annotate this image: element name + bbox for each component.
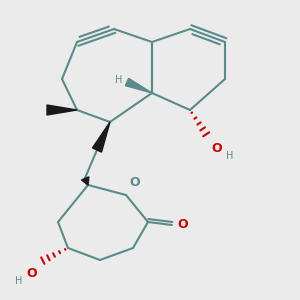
Text: H: H xyxy=(15,276,22,286)
Text: O: O xyxy=(177,218,188,232)
Polygon shape xyxy=(47,105,77,115)
Text: O: O xyxy=(211,142,222,155)
Text: O: O xyxy=(26,267,37,280)
Text: H: H xyxy=(226,151,233,161)
Polygon shape xyxy=(92,122,110,152)
Text: H: H xyxy=(115,75,123,85)
Polygon shape xyxy=(125,78,152,93)
Text: O: O xyxy=(129,176,140,189)
